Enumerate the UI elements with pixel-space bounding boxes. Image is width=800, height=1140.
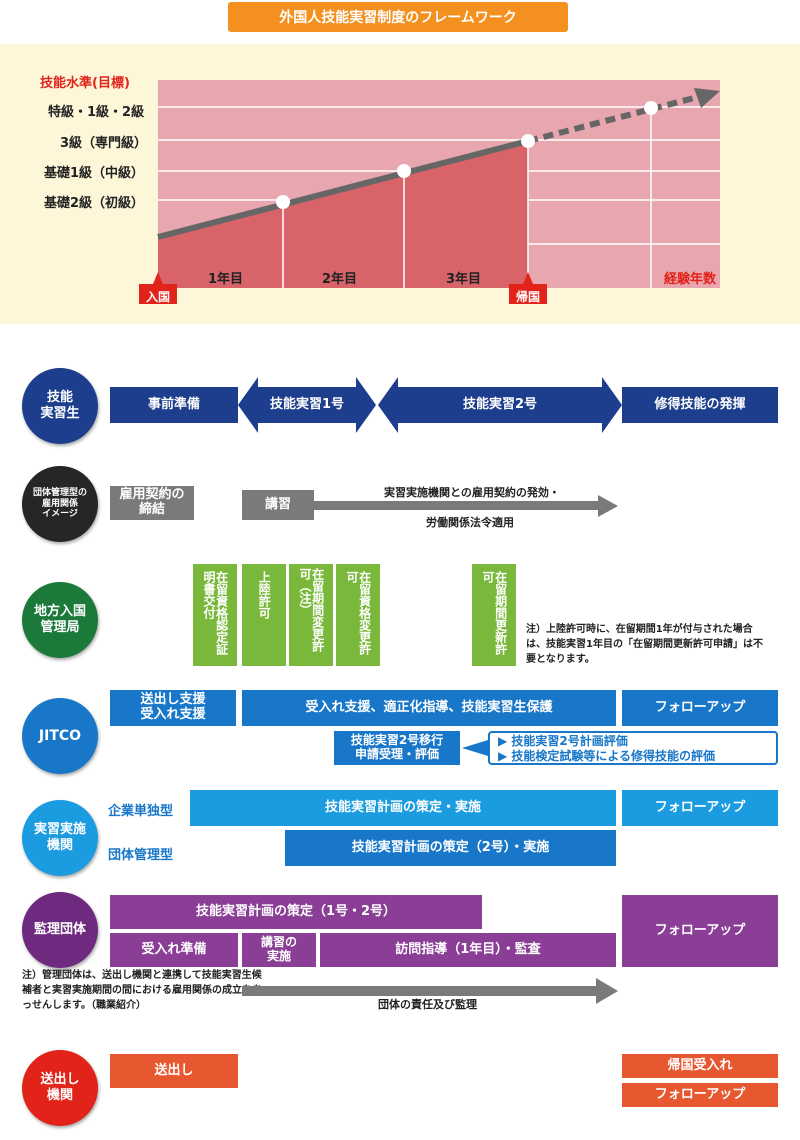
permit-bar-3: 在留期間変更許可（注） bbox=[289, 564, 333, 666]
entry-marker bbox=[153, 272, 163, 284]
permit-bar-1 bbox=[193, 564, 237, 666]
receive-prep-bar: 受入れ準備 bbox=[110, 933, 238, 967]
training1-label: 技能実習1号 bbox=[269, 396, 345, 412]
employment-text-1: 実習実施機関との雇用契約の発効・ bbox=[384, 486, 560, 499]
return-flag bbox=[509, 284, 547, 304]
send-support-bar: 送出し支援 受入れ支援 bbox=[110, 690, 236, 726]
permit-bar-4: 在留資格変更許可 bbox=[336, 564, 380, 666]
supervising-follow-bar: フォローアップ bbox=[622, 895, 778, 967]
entry-label: 入国 bbox=[145, 289, 170, 304]
jitco-main-bar: 受入れ支援、適正化指導、技能実習生保護 bbox=[242, 690, 616, 726]
chart-point bbox=[397, 164, 411, 178]
entry-flag bbox=[139, 284, 177, 304]
lecture-bar: 講習 bbox=[242, 490, 314, 520]
return-label: 帰国 bbox=[515, 289, 540, 304]
permit-bar-2: 上陸許可 bbox=[242, 564, 286, 666]
return-receive-bar: 帰国受入れ bbox=[622, 1054, 778, 1078]
permit-bar-5: 在留期間更新許可 bbox=[472, 564, 516, 666]
jitco-circle: JITCO bbox=[22, 698, 98, 774]
trend-arrowhead bbox=[694, 88, 720, 108]
supervising-arrow bbox=[242, 978, 618, 1004]
type-single: 企業単独型 bbox=[108, 804, 174, 819]
page-title: 外国人技能実習制度のフレームワーク bbox=[228, 2, 568, 32]
level-label: 特級・1級・2級 bbox=[48, 105, 145, 120]
return-marker bbox=[523, 272, 533, 284]
org-follow-bar: フォローアップ bbox=[622, 790, 778, 826]
contract-bar: 雇用契約の 締結 bbox=[110, 486, 194, 520]
skill-level-chart bbox=[139, 80, 720, 304]
chart-point bbox=[644, 101, 658, 115]
pre-preparation-bar: 事前準備 bbox=[110, 387, 238, 423]
chart-point bbox=[521, 134, 535, 148]
transition-bar: 技能実習2号移行 申請受理・評価 bbox=[334, 731, 460, 765]
level-label: 基礎1級（中級） bbox=[44, 166, 145, 181]
immigration-circle: 地方入国 管理局 bbox=[22, 582, 98, 658]
supervising-plan-bar: 技能実習計画の策定（1号・2号） bbox=[110, 895, 482, 929]
training2-arrow bbox=[378, 377, 622, 433]
immigration-note: 注）上陸許可時に、在留期間1年が付与された場合は、技能実習1年目の「在留期間更新… bbox=[526, 624, 763, 665]
year-label: 2年目 bbox=[322, 272, 358, 287]
transition-arrow bbox=[462, 740, 488, 756]
chart-point bbox=[276, 195, 290, 209]
employment-text-2: 労働関係法令適用 bbox=[426, 516, 514, 529]
sending-circle: 送出し 機関 bbox=[22, 1050, 98, 1126]
growth-area bbox=[158, 141, 528, 288]
trend-line bbox=[157, 138, 529, 240]
employment-circle: 団体管理型の 雇用関係 イメージ bbox=[22, 466, 98, 542]
trend-line-future bbox=[527, 94, 699, 144]
jitco-follow-bar: フォローアップ bbox=[622, 690, 778, 726]
visit-audit-bar: 訪問指導（1年目）・監査 bbox=[320, 933, 616, 967]
trainee-circle: 技能 実習生 bbox=[22, 368, 98, 444]
type-group: 団体管理型 bbox=[108, 848, 174, 863]
supervising-arrow-text: 団体の責任及び監理 bbox=[378, 998, 477, 1011]
employment-arrow bbox=[314, 495, 618, 517]
level-label: 3級（専門級） bbox=[60, 136, 148, 151]
sending-follow-bar: フォローアップ bbox=[622, 1083, 778, 1107]
supervising-note: 注）管理団体は、送出し機関と連携して技能実習生候補者と実習実施期間の間における雇… bbox=[22, 970, 262, 1011]
evaluation-box: ▶ 技能実習2号計画評価 ▶ 技能検定試験等による修得技能の評価 bbox=[488, 731, 778, 765]
plan-single-bar: 技能実習計画の策定・実施 bbox=[190, 790, 616, 826]
evaluation-item-2: ▶ 技能検定試験等による修得技能の評価 bbox=[498, 749, 716, 763]
training-arrows bbox=[238, 377, 622, 433]
level-label: 基礎2級（初級） bbox=[44, 196, 145, 211]
x-axis-label: 経験年数 bbox=[664, 272, 717, 287]
plan-group-bar: 技能実習計画の策定（2号）・実施 bbox=[285, 830, 616, 866]
training1-arrow bbox=[238, 377, 376, 433]
permit-label-1: 在留資格認定証明書交付 bbox=[202, 571, 229, 655]
y-axis-label: 技能水準(目標) bbox=[40, 76, 130, 91]
organization-circle: 実習実施 機関 bbox=[22, 800, 98, 876]
send-bar: 送出し bbox=[110, 1054, 238, 1088]
training2-label: 技能実習2号 bbox=[462, 396, 538, 412]
skill-use-bar: 修得技能の発揮 bbox=[622, 387, 778, 423]
supervising-circle: 監理団体 bbox=[22, 892, 98, 968]
year-label: 1年目 bbox=[208, 272, 244, 287]
year-label: 3年目 bbox=[446, 272, 482, 287]
evaluation-item-1: ▶ 技能実習2号計画評価 bbox=[498, 734, 628, 748]
lecture-exec-bar: 講習の 実施 bbox=[242, 933, 316, 967]
